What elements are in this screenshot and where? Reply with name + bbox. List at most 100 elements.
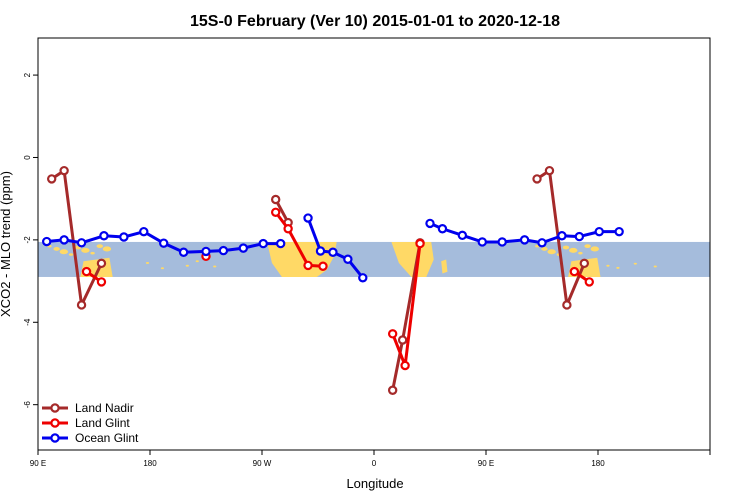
data-point [139, 226, 149, 237]
pacific-island-dot [213, 265, 217, 268]
world-map-band [38, 241, 710, 277]
series-land-nadir [46, 165, 590, 395]
y-tick-label: -4 [23, 318, 32, 326]
data-point [258, 238, 268, 249]
data-point [537, 238, 547, 248]
island-dot [541, 247, 548, 251]
data-point [457, 230, 468, 241]
data-point [283, 224, 293, 234]
x-axis-label: Longitude [346, 476, 403, 491]
data-point [415, 238, 425, 249]
y-tick-label: -6 [23, 401, 32, 409]
legend-marker [50, 433, 60, 443]
island-dot [53, 247, 60, 251]
data-point [96, 277, 107, 287]
island-dot [81, 247, 90, 253]
data-point [81, 266, 92, 277]
data-point [270, 207, 281, 217]
data-point [99, 231, 109, 241]
island-dot [547, 249, 556, 255]
data-point [42, 236, 52, 247]
data-point [358, 273, 368, 283]
pacific-island-dot [145, 261, 150, 264]
data-point [557, 231, 567, 241]
pacific-island-dot [633, 262, 637, 265]
data-point [519, 235, 530, 245]
island-dot [59, 249, 69, 255]
data-point [119, 232, 129, 242]
y-tick-label: 0 [23, 155, 32, 160]
legend-marker [50, 418, 60, 428]
island-dot [584, 244, 591, 249]
data-point [96, 258, 107, 269]
pacific-island-dot [185, 264, 189, 267]
pacific-island-dot [606, 264, 610, 267]
data-point [387, 329, 398, 339]
island-dot [68, 253, 74, 256]
data-point [397, 335, 408, 345]
series-line [274, 211, 324, 268]
x-axis: 90 E 180 90 W 0 90 E 180 [30, 450, 711, 468]
island-dot [102, 246, 112, 252]
series-land-glint [81, 207, 594, 371]
ocean-band [38, 241, 710, 277]
data-point [59, 165, 69, 176]
y-tick-label: 2 [23, 72, 32, 77]
data-point [574, 231, 585, 242]
data-point [562, 300, 572, 310]
data-point [477, 237, 487, 247]
data-point [569, 266, 580, 277]
data-point [303, 260, 313, 271]
island-dot [562, 245, 570, 250]
x-tick-label: 180 [591, 459, 605, 468]
series-ocean-glint [42, 213, 624, 283]
data-point [201, 246, 211, 257]
series-layer [42, 165, 624, 395]
data-point [315, 246, 326, 256]
island-dot [569, 247, 578, 253]
x-tick-label: 180 [143, 459, 157, 468]
legend-label: Land Glint [75, 416, 130, 430]
pacific-island-dot [195, 260, 199, 263]
data-point [387, 385, 398, 395]
data-point [544, 165, 555, 176]
data-point [76, 238, 87, 248]
data-point [178, 247, 189, 257]
island-dot [590, 246, 599, 252]
x-tick-label: 90 E [478, 459, 494, 468]
data-point [437, 224, 448, 234]
data-point [59, 235, 69, 245]
y-axis: -6 -4 -2 0 2 [23, 72, 38, 408]
data-point [303, 213, 313, 223]
data-point [579, 258, 590, 269]
data-point [270, 194, 281, 205]
africa-land [391, 241, 434, 277]
data-point [400, 360, 410, 371]
data-point [275, 238, 286, 249]
x-tick-label: 90 W [253, 459, 272, 468]
data-point [328, 247, 338, 257]
island-dot [578, 251, 583, 255]
data-point [318, 261, 328, 271]
pacific-island-dot [160, 267, 165, 270]
data-point [594, 226, 604, 237]
legend-label: Land Nadir [75, 401, 134, 415]
data-point [532, 174, 542, 184]
madagascar-land [441, 259, 448, 274]
data-point [584, 277, 594, 287]
data-point [158, 238, 169, 248]
data-point [497, 237, 507, 247]
y-tick-label: -2 [23, 236, 32, 244]
legend-label: Ocean Glint [75, 431, 139, 445]
chart-title: 15S-0 February (Ver 10) 2015-01-01 to 20… [190, 13, 560, 30]
x-tick-label: 90 E [30, 459, 46, 468]
series-line [50, 169, 103, 307]
data-point [425, 218, 435, 229]
data-point [238, 243, 249, 253]
island-dot [96, 244, 103, 249]
y-axis-label: XCO2 - MLO trend (ppm) [0, 171, 13, 317]
data-point [343, 254, 353, 264]
data-point [218, 245, 229, 256]
